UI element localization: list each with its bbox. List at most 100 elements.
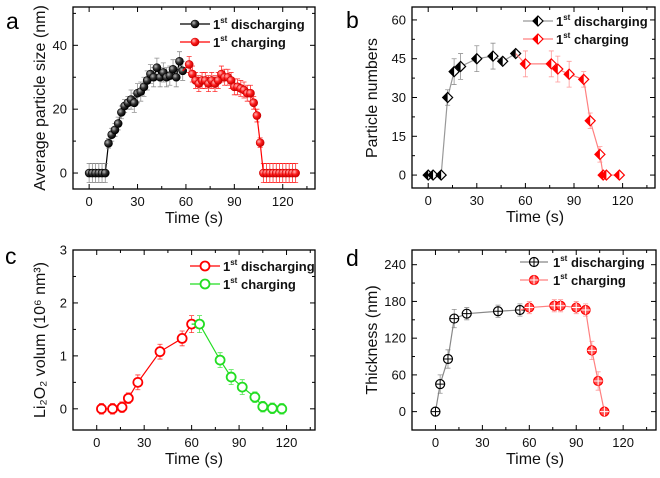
- x-tick-label: 90: [227, 194, 241, 209]
- legend-ordinal: 1: [553, 273, 560, 288]
- x-axis-title-c: Time (s): [165, 451, 223, 468]
- marker-cross: [587, 345, 597, 355]
- data-point: [176, 333, 188, 344]
- x-tick-label: 60: [179, 194, 193, 209]
- marker-fill: [471, 53, 477, 64]
- data-point: [171, 72, 181, 82]
- marker-fill: [594, 149, 600, 160]
- series-0: [96, 315, 198, 415]
- marker-cross: [581, 305, 591, 315]
- data-point: [470, 52, 483, 65]
- marker-fill: [546, 58, 552, 69]
- data-point: [122, 392, 134, 404]
- x-tick-label: 0: [432, 435, 439, 450]
- legend-ordinal-suffix: st: [220, 34, 227, 43]
- x-tick-label: 60: [522, 435, 536, 450]
- x-tick-label: 30: [475, 435, 489, 450]
- legend-entry: 1st charging: [520, 272, 626, 288]
- data-point: [266, 402, 278, 414]
- legend-label: 1st charging: [556, 31, 629, 47]
- legend-label: 1st discharging: [553, 254, 645, 270]
- data-point: [154, 346, 166, 358]
- y-tick-label: 60: [392, 12, 406, 27]
- data-point: [427, 169, 439, 181]
- marker-fill: [428, 170, 434, 181]
- legend-text: charging: [237, 277, 296, 292]
- x-tick-label: 30: [130, 194, 144, 209]
- data-point: [584, 114, 597, 127]
- data-point: [249, 391, 261, 403]
- legend-ordinal-suffix: st: [230, 276, 237, 285]
- data-point: [107, 403, 118, 415]
- legend-marker: [528, 256, 540, 268]
- marker-cross: [449, 314, 459, 324]
- series-1: [182, 56, 300, 184]
- marker-fill: [578, 74, 584, 85]
- marker-fill: [455, 61, 461, 72]
- legend-label: 1st discharging: [223, 258, 315, 274]
- plot-frame: [72, 249, 316, 431]
- legend-text: charging: [227, 35, 286, 50]
- data-point: [435, 169, 448, 181]
- y-tick-label: 20: [53, 102, 67, 117]
- y-tick-label: 3: [60, 243, 67, 258]
- data-point: [430, 406, 441, 417]
- legend-marker: [199, 260, 211, 272]
- data-point: [496, 55, 509, 68]
- panel-label-a: a: [6, 8, 19, 34]
- legend-label: 1st charging: [553, 272, 626, 288]
- x-tick-label: 60: [518, 193, 532, 208]
- panel-d: d Time (s) Thickness (nm): [346, 245, 564, 468]
- y-tick-label: 60: [392, 367, 406, 382]
- data-point: [130, 98, 139, 108]
- legend-ordinal-suffix: st: [560, 254, 567, 263]
- legend-ordinal: 1: [556, 32, 563, 47]
- data-point: [116, 401, 128, 413]
- data-point: [252, 111, 262, 120]
- x-tick-label: 120: [612, 193, 634, 208]
- x-tick-label: 120: [276, 435, 298, 450]
- panel-label-d: d: [346, 245, 359, 271]
- series-line: [191, 323, 282, 410]
- legend-text: discharging: [570, 14, 647, 29]
- y-tick-label: 0: [60, 401, 67, 416]
- series-1: [519, 299, 610, 417]
- y-tick-label: 15: [392, 129, 406, 144]
- data-point: [487, 50, 499, 62]
- data-point: [551, 63, 564, 75]
- data-point: [545, 58, 558, 70]
- data-point: [492, 306, 504, 317]
- marker-fill: [552, 64, 558, 75]
- legend-label: 1st discharging: [213, 16, 305, 32]
- data-point: [152, 63, 162, 72]
- marker-fill: [442, 92, 448, 103]
- marker-cross: [529, 257, 539, 267]
- legend-entry: 1st charging: [190, 276, 296, 292]
- legend-ordinal: 1: [553, 255, 560, 270]
- x-tick-label: 0: [86, 194, 93, 209]
- legend-entry: 1st discharging: [520, 254, 645, 270]
- data-point: [225, 371, 237, 383]
- panel-label-b: b: [346, 7, 359, 33]
- y-tick-label: 30: [392, 90, 406, 105]
- marker-cross: [529, 275, 539, 285]
- series-0: [430, 303, 526, 417]
- data-point: [246, 88, 255, 98]
- legend-text: charging: [567, 273, 626, 288]
- legend-entry: 1st discharging: [190, 258, 315, 274]
- x-tick-label: 90: [232, 435, 246, 450]
- data-point: [276, 403, 288, 415]
- series-line: [428, 53, 516, 176]
- y-tick-label: 180: [384, 294, 406, 309]
- x-tick-label: 90: [567, 193, 581, 208]
- plot-frame: [72, 6, 316, 190]
- panel-b: b Time (s) Particle numbers: [346, 7, 564, 226]
- y-tick-label: 0: [399, 168, 406, 183]
- data-point: [291, 168, 300, 178]
- legend-text: discharging: [567, 255, 644, 270]
- marker-fill: [497, 56, 503, 67]
